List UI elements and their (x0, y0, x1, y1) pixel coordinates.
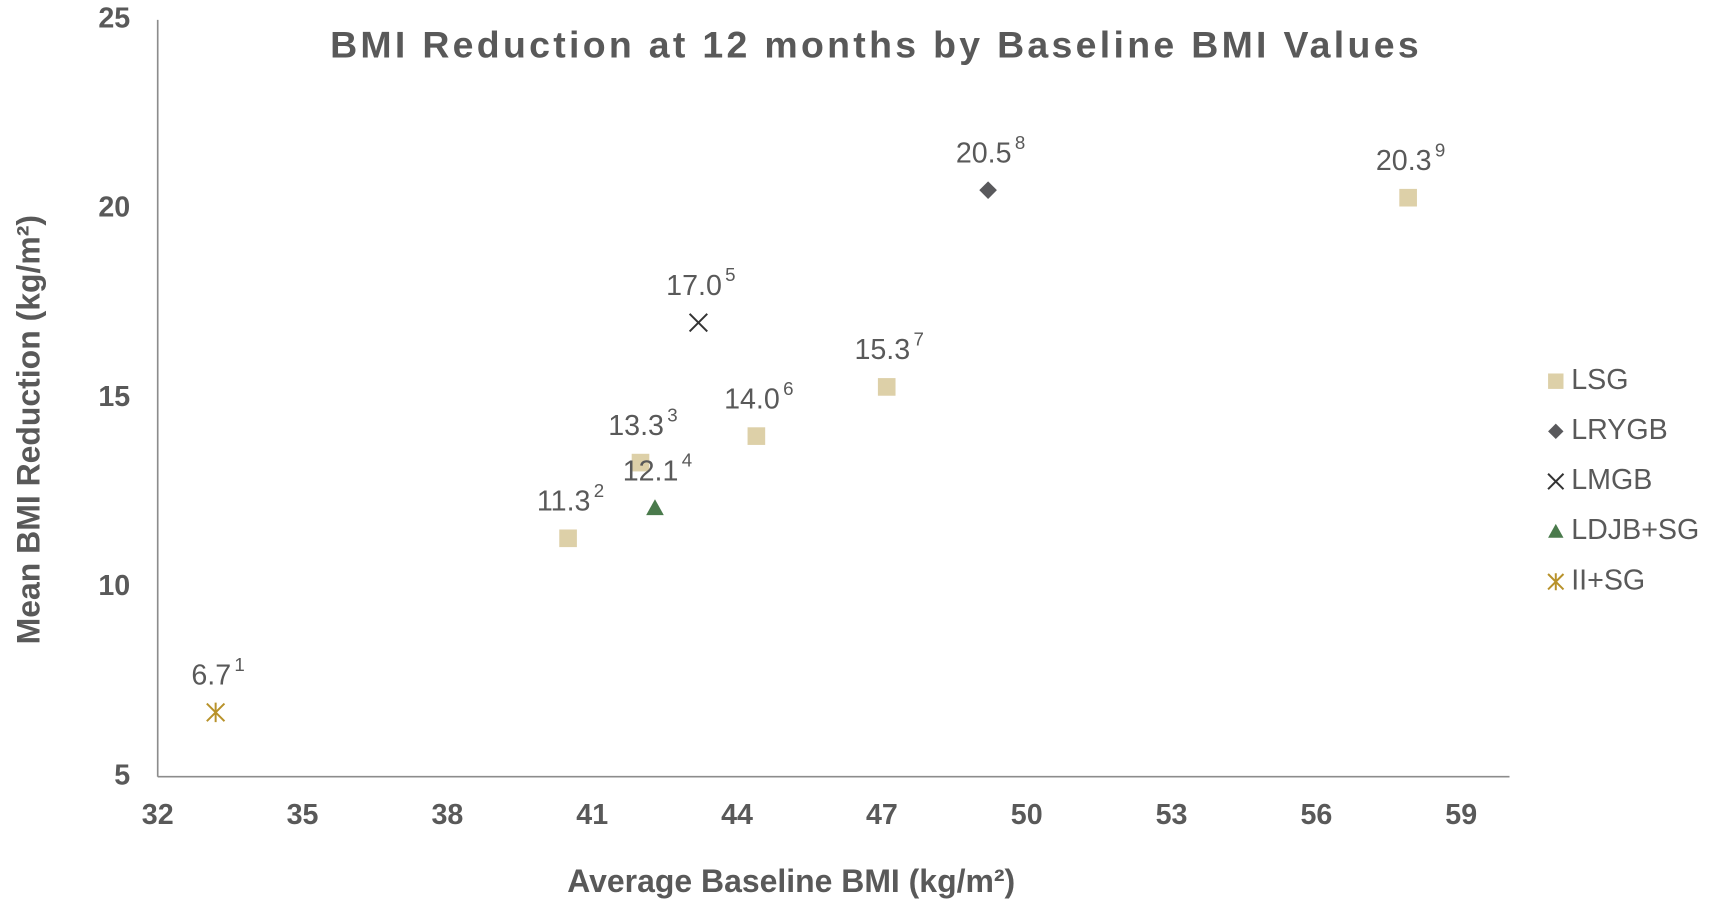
x-tick-label: 35 (287, 799, 319, 831)
x-tick-label: 38 (431, 799, 463, 831)
x-tick-label: 50 (1011, 799, 1043, 831)
legend-marker (1548, 423, 1564, 440)
x-tick-label: 56 (1300, 799, 1332, 831)
x-tick-label: 44 (721, 799, 753, 831)
x-tick-label: 59 (1445, 799, 1477, 831)
y-tick-label: 25 (98, 2, 130, 34)
x-axis-title: Average Baseline BMI (kg/m²) (567, 863, 1015, 899)
data-point (747, 427, 766, 445)
x-tick-label: 47 (866, 799, 898, 831)
data-label: 6.7 (191, 660, 231, 692)
data-label: 14.0 (724, 383, 780, 415)
data-point (646, 499, 664, 516)
data-label: 15.3 (854, 334, 910, 366)
legend-label: II+SG (1571, 564, 1645, 596)
x-tick-label: 53 (1156, 799, 1188, 831)
legend-label: LSG (1571, 364, 1628, 396)
footnote: 3 (667, 404, 677, 425)
footnote: 6 (783, 378, 793, 399)
data-point (631, 453, 650, 472)
footnote: 7 (913, 329, 923, 350)
footnote: 8 (1015, 132, 1025, 153)
footnote: 5 (725, 264, 735, 285)
footnote: 1 (234, 654, 244, 675)
legend-marker (1548, 373, 1564, 389)
legend-label: LMGB (1571, 464, 1652, 496)
data-point (979, 181, 997, 199)
data-label: 20.5 (956, 137, 1012, 169)
x-tick-label: 41 (576, 799, 608, 831)
data-point (877, 378, 896, 396)
y-tick-label: 15 (98, 381, 130, 413)
data-point (206, 702, 226, 723)
legend-marker (1547, 573, 1565, 591)
legend-label: LDJB+SG (1571, 514, 1699, 546)
legend-label: LRYGB (1571, 414, 1668, 446)
y-tick-label: 10 (98, 570, 130, 602)
legend-marker (1548, 523, 1564, 538)
data-label: 11.3 (537, 486, 591, 518)
data-label: 20.3 (1376, 145, 1432, 177)
data-point (559, 529, 577, 548)
y-tick-label: 5 (114, 759, 130, 791)
data-label: 12.1 (623, 455, 679, 487)
x-tick-label: 32 (142, 799, 174, 831)
data-label: 13.3 (608, 410, 664, 442)
data-point (1399, 188, 1417, 207)
footnote: 2 (594, 480, 604, 501)
y-tick-label: 20 (98, 192, 130, 224)
footnote: 4 (682, 450, 692, 471)
footnote: 9 (1435, 139, 1445, 160)
data-label: 17.0 (666, 270, 722, 302)
data-point (688, 313, 708, 333)
chart-title: BMI Reduction at 12 months by Baseline B… (330, 23, 1422, 65)
y-axis-title: Mean BMI Reduction (kg/m²) (10, 215, 46, 644)
legend-marker (1547, 473, 1565, 490)
